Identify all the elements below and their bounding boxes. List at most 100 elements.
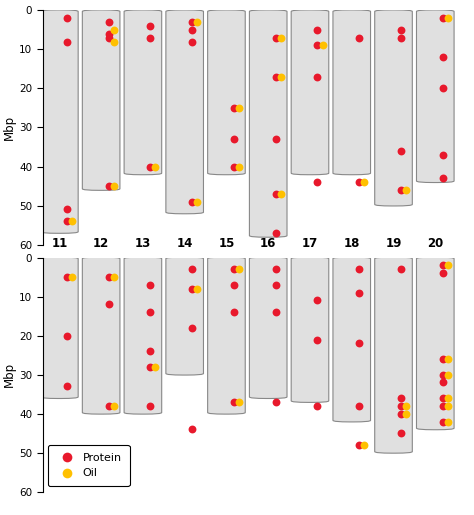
Point [277,33,284,42]
Point [356,178,363,186]
Point [230,308,238,316]
Y-axis label: Mbp: Mbp [3,362,16,387]
Point [277,190,284,198]
Point [402,409,410,418]
Point [397,265,405,273]
Point [397,402,405,410]
Point [356,33,363,42]
Point [272,33,280,42]
FancyBboxPatch shape [249,257,287,399]
Point [63,38,71,46]
Point [230,162,238,170]
Point [402,402,410,410]
Point [146,162,154,170]
Point [444,355,452,363]
Point [444,371,452,379]
Point [272,308,280,316]
Point [397,409,405,418]
Point [110,273,118,281]
Point [146,22,154,30]
Point [230,135,238,143]
Point [272,190,280,198]
FancyBboxPatch shape [124,10,162,175]
Point [356,265,363,273]
FancyBboxPatch shape [291,257,329,402]
FancyBboxPatch shape [208,257,245,414]
FancyBboxPatch shape [375,257,412,453]
Point [356,339,363,348]
Point [444,402,452,410]
Point [188,265,196,273]
Point [314,402,321,410]
Point [188,38,196,46]
Point [235,265,243,273]
Point [110,38,118,46]
Point [105,18,112,26]
Point [272,398,280,406]
Point [444,417,452,425]
Point [439,14,447,22]
Point [361,178,368,186]
Point [397,147,405,155]
Point [439,261,447,269]
Point [63,205,71,214]
Point [146,347,154,355]
Point [439,371,447,379]
Point [356,402,363,410]
Point [272,281,280,289]
Point [193,198,201,206]
Point [439,402,447,410]
Point [63,332,71,340]
Point [188,18,196,26]
Point [439,174,447,182]
Point [356,441,363,449]
Point [105,30,112,38]
Point [110,182,118,190]
FancyBboxPatch shape [333,10,371,175]
Point [272,135,280,143]
Point [439,379,447,387]
Point [439,84,447,93]
FancyBboxPatch shape [333,257,371,422]
Point [314,178,321,186]
Point [439,355,447,363]
Point [63,382,71,390]
Point [146,281,154,289]
Point [105,273,112,281]
Point [439,269,447,277]
Point [188,26,196,34]
Point [105,33,112,42]
Point [110,402,118,410]
Point [230,398,238,406]
FancyBboxPatch shape [417,257,454,430]
Point [188,285,196,293]
Point [188,425,196,434]
FancyBboxPatch shape [291,10,329,175]
Point [314,41,321,49]
Point [397,33,405,42]
Point [105,402,112,410]
Y-axis label: Mbp: Mbp [3,115,16,140]
Point [68,217,76,226]
Point [146,33,154,42]
Point [188,324,196,332]
Point [63,217,71,226]
Point [193,285,201,293]
Point [110,26,118,34]
FancyBboxPatch shape [41,10,78,233]
Point [146,363,154,371]
Point [152,162,159,170]
Point [235,104,243,112]
Point [235,398,243,406]
Point [277,73,284,81]
Point [272,229,280,237]
FancyBboxPatch shape [82,257,120,414]
Point [152,363,159,371]
Point [397,186,405,194]
FancyBboxPatch shape [41,257,78,399]
FancyBboxPatch shape [124,257,162,414]
Point [439,53,447,61]
Point [272,73,280,81]
FancyBboxPatch shape [375,10,412,206]
FancyBboxPatch shape [166,257,203,375]
